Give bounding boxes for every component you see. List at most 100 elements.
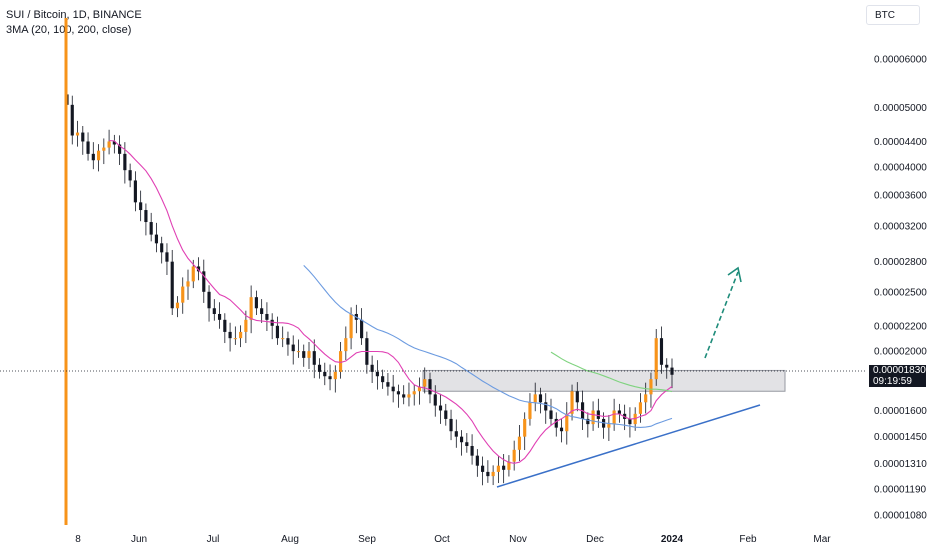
candle-body [338,351,343,372]
candle-body [375,371,379,377]
candle-body [428,379,432,395]
price-tick-label: 0.00003200 [874,222,927,233]
price-tick-label: 0.00002800 [874,257,927,268]
candle-body [659,338,664,365]
candle-body [644,394,648,403]
candle-body [538,394,543,403]
candle-body [239,331,243,339]
price-tick-label: 0.00002500 [874,287,927,298]
candle-body [86,141,90,154]
candle-body [102,147,106,151]
candle-body [433,394,437,406]
last-price-value: 0.00001830 [873,365,926,376]
candle-body [81,132,85,142]
candle-body [260,308,264,314]
last-price-tag: 0.00001830 09:19:59 [869,365,926,387]
candle-body [386,382,390,387]
candle-body [328,376,332,380]
candle-body [533,394,537,403]
candle-body [296,351,301,353]
candle-body [523,418,527,437]
ma20-line [109,139,673,464]
candle-body [617,410,621,414]
candle-body [344,338,348,352]
candle-body [654,338,658,380]
candle-body [75,132,80,136]
candle-body [207,291,211,309]
ma100-line [303,265,673,428]
ascending-trendline [496,404,761,488]
candle-body [570,391,574,414]
candle-body [149,222,153,235]
time-tick-label: Mar [813,534,831,545]
price-tick-label: 0.00004400 [874,137,927,148]
price-tick-label: 0.00001080 [874,511,927,522]
candle-body [596,410,600,419]
candle-body [112,141,116,145]
candle-body [244,319,248,332]
candle-body [517,436,522,450]
projection-arrow-head [727,266,742,283]
candle-body [449,418,453,432]
candle-body [118,144,122,154]
moving-averages [109,139,673,464]
candle-body [444,410,448,419]
candle-body [370,364,374,372]
chart-legend: SUI / Bitcoin, 1D, BINANCE 3MA (20, 100,… [6,8,142,38]
candle-body [465,442,469,446]
candle-body [591,410,595,425]
time-tick-label: 2024 [661,534,684,545]
candle-body [107,141,111,148]
time-tick-label: Oct [434,534,450,545]
candle-body [481,465,485,472]
candle-body [396,391,401,395]
price-tick-label: 0.00004000 [874,162,927,173]
candle-body [123,153,127,171]
candle-body [302,351,306,358]
time-tick-label: 8 [75,534,81,545]
candle-body [470,445,474,456]
candle-body [286,338,290,345]
candle-body [275,325,280,339]
time-tick-label: Sep [358,534,376,545]
candle-body [170,261,174,309]
candle-body [607,424,611,428]
candle-body [528,402,532,419]
price-tick-label: 0.00002200 [874,321,927,332]
annotations [0,18,866,525]
candle-body [191,266,195,282]
candle-body [423,379,427,387]
candle-body [181,286,185,303]
candle-body [312,351,316,365]
price-axis: 0.00006000 0.00005000 0.00004400 0.00004000… [874,55,927,522]
candle-body [638,402,643,414]
candle-body [175,302,180,309]
time-tick-label: Nov [509,534,527,545]
candle-body [307,351,311,358]
candle-body [586,418,590,425]
candle-body [559,427,564,432]
candle-body [144,210,148,223]
candle-body [417,386,422,392]
candle-body [133,180,137,203]
candle-body [349,313,353,339]
time-tick-label: Jul [207,534,220,545]
candle-body [333,371,337,380]
candle-body [96,150,101,161]
time-tick-label: Aug [281,534,299,545]
candle-body [391,386,395,392]
candle-body [228,331,232,339]
candle-body [496,465,500,472]
candle-body [160,243,164,253]
candle-body [128,170,132,181]
candle-body [554,418,558,428]
price-tick-label: 0.00001600 [874,406,927,417]
time-tick-label: Dec [586,534,604,545]
legend-indicator: 3MA (20, 100, 200, close) [6,24,132,36]
candle-body [281,338,285,340]
candle-body [154,234,159,244]
time-tick-label: Feb [739,534,757,545]
candle-body [407,394,411,398]
currency-selector[interactable]: BTC [866,5,920,25]
